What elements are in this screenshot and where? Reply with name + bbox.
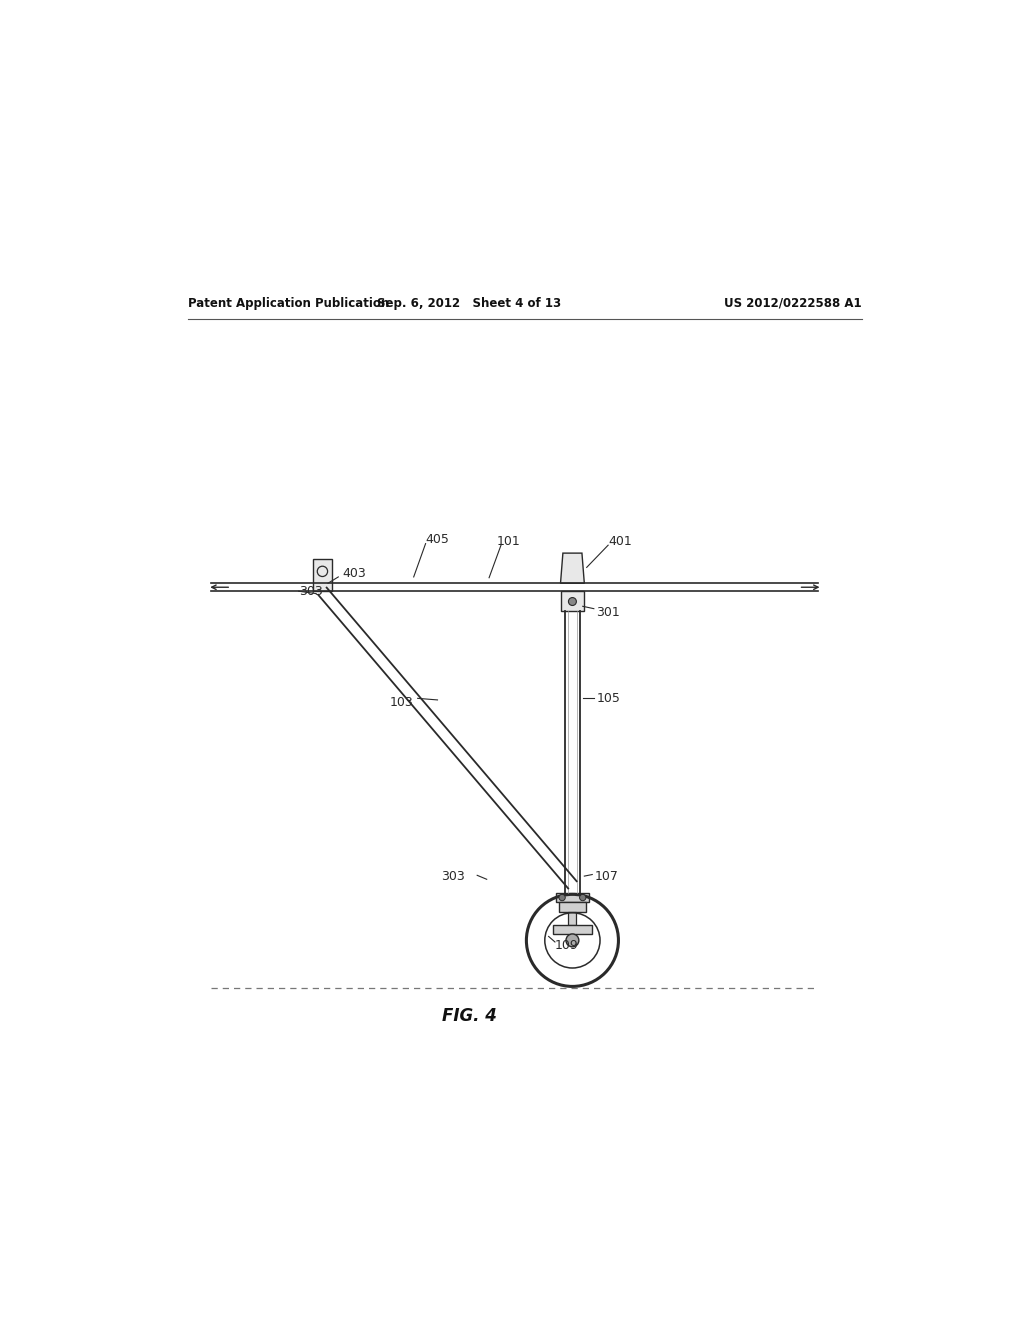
Text: FIG. 4: FIG. 4 bbox=[441, 1007, 497, 1024]
Text: Sep. 6, 2012   Sheet 4 of 13: Sep. 6, 2012 Sheet 4 of 13 bbox=[377, 297, 561, 310]
Circle shape bbox=[568, 598, 577, 606]
Bar bbox=[556, 892, 589, 903]
Text: 105: 105 bbox=[596, 692, 621, 705]
Text: 101: 101 bbox=[497, 535, 521, 548]
Circle shape bbox=[580, 895, 586, 900]
Polygon shape bbox=[313, 560, 332, 591]
Text: 303: 303 bbox=[299, 585, 323, 598]
Text: 403: 403 bbox=[342, 568, 366, 581]
Bar bbox=[553, 924, 592, 935]
Text: Patent Application Publication: Patent Application Publication bbox=[187, 297, 389, 310]
Text: 109: 109 bbox=[555, 940, 579, 953]
Text: 303: 303 bbox=[441, 870, 465, 883]
Text: 401: 401 bbox=[608, 535, 632, 548]
Bar bbox=[559, 903, 586, 912]
Text: 405: 405 bbox=[426, 533, 450, 546]
Circle shape bbox=[566, 935, 579, 946]
Circle shape bbox=[559, 895, 565, 900]
Polygon shape bbox=[560, 553, 585, 583]
Text: 103: 103 bbox=[390, 696, 414, 709]
Text: 301: 301 bbox=[596, 606, 620, 619]
Text: 107: 107 bbox=[595, 870, 618, 883]
Text: US 2012/0222588 A1: US 2012/0222588 A1 bbox=[724, 297, 862, 310]
Bar bbox=[568, 912, 577, 924]
Polygon shape bbox=[560, 591, 585, 611]
